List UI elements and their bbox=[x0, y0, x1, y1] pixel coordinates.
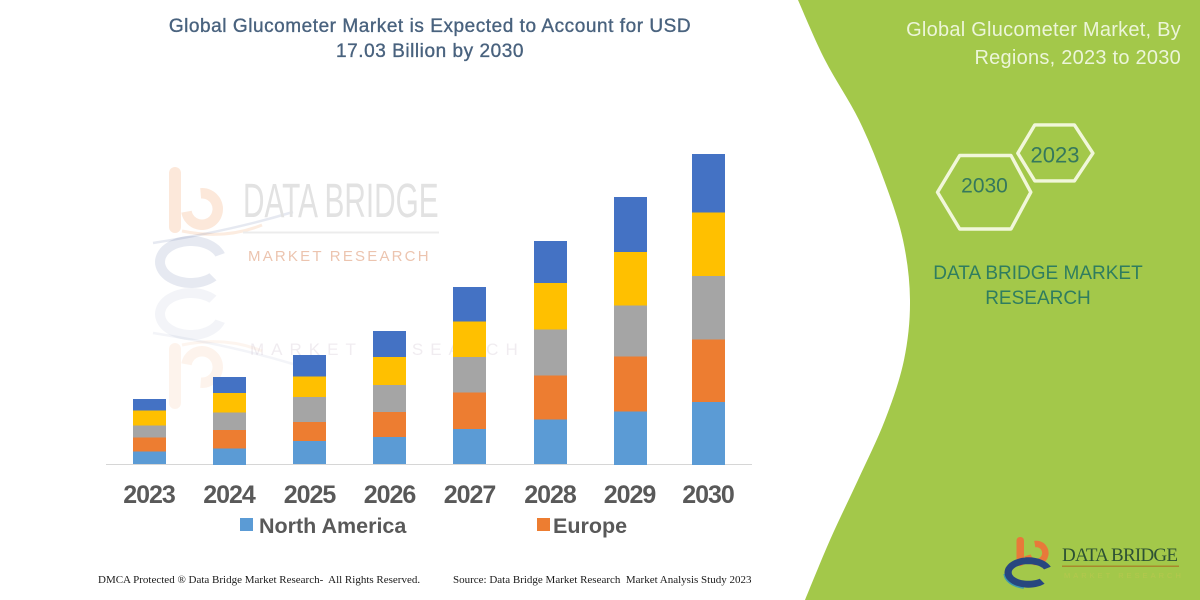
svg-text:MARKET RESEARCH: MARKET RESEARCH bbox=[248, 248, 431, 265]
svg-text:2023: 2023 bbox=[1031, 143, 1080, 168]
svg-text:2030: 2030 bbox=[961, 175, 1008, 198]
svg-text:DATA BRIDGE: DATA BRIDGE bbox=[1062, 545, 1179, 566]
svg-text:DATA BRIDGE: DATA BRIDGE bbox=[243, 175, 439, 228]
svg-text:MARKET RESEARCH: MARKET RESEARCH bbox=[1064, 571, 1184, 580]
